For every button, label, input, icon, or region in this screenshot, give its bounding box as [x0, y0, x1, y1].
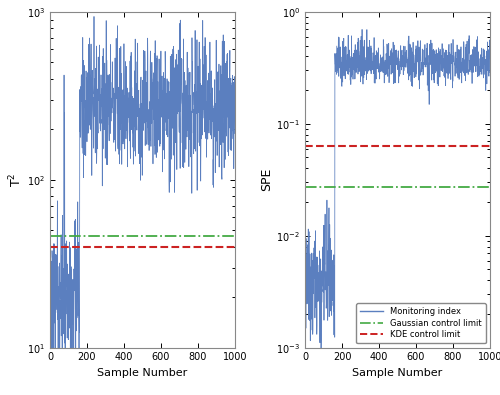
Monitoring index	[129, 112, 135, 117]
Monitoring index	[91, 14, 97, 19]
Monitoring index	[446, 50, 452, 55]
Monitoring index	[487, 70, 493, 75]
Line: Monitoring index: Monitoring index	[306, 30, 490, 353]
Gaussian control limit	[302, 185, 308, 190]
Y-axis label: SPE: SPE	[260, 168, 274, 192]
KDE control limit	[302, 144, 308, 149]
Monitoring index	[174, 111, 180, 116]
Y-axis label: T$^2$: T$^2$	[8, 173, 24, 187]
Monitoring index	[122, 72, 128, 77]
Monitoring index	[378, 55, 384, 60]
Monitoring index	[195, 140, 201, 145]
Monitoring index	[66, 283, 72, 288]
Monitoring index	[322, 224, 328, 228]
Monitoring index	[430, 71, 436, 76]
Monitoring index	[318, 351, 324, 356]
Legend: Monitoring index, Gaussian control limit, KDE control limit: Monitoring index, Gaussian control limit…	[356, 303, 486, 343]
X-axis label: Sample Number: Sample Number	[98, 368, 188, 378]
Monitoring index	[47, 275, 53, 280]
Monitoring index	[384, 41, 390, 46]
Gaussian control limit	[47, 234, 53, 239]
Line: Monitoring index: Monitoring index	[50, 17, 235, 395]
Monitoring index	[302, 323, 308, 328]
Monitoring index	[359, 27, 365, 32]
Monitoring index	[192, 113, 198, 118]
Monitoring index	[232, 131, 238, 136]
Gaussian control limit	[47, 234, 53, 239]
X-axis label: Sample Number: Sample Number	[352, 368, 442, 378]
KDE control limit	[47, 244, 53, 249]
KDE control limit	[302, 144, 308, 149]
Gaussian control limit	[302, 185, 308, 190]
KDE control limit	[47, 244, 53, 249]
Monitoring index	[450, 37, 456, 42]
